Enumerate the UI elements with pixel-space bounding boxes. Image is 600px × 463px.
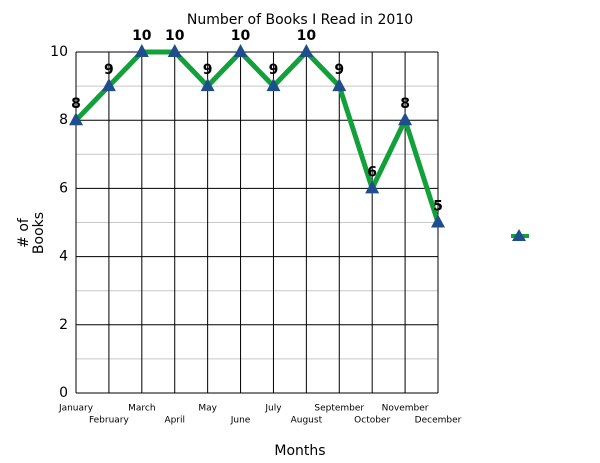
- data-label: 10: [231, 28, 251, 44]
- x-tick-label: April: [164, 416, 185, 426]
- data-label: 10: [132, 28, 152, 44]
- data-label: 10: [165, 28, 185, 44]
- marker: [134, 44, 149, 57]
- marker: [398, 112, 413, 126]
- y-tick-label: 2: [59, 317, 68, 333]
- x-tick-label: August: [291, 416, 323, 426]
- data-label: 9: [104, 62, 114, 78]
- marker: [167, 44, 182, 57]
- x-tick-label: June: [230, 416, 251, 426]
- y-tick-label: 10: [50, 44, 68, 60]
- x-tick-label: October: [354, 416, 390, 426]
- y-axis-label: # of Books: [16, 211, 47, 255]
- x-tick-label: July: [264, 404, 282, 414]
- chart-title: Number of Books I Read in 2010: [187, 12, 413, 28]
- x-tick-label: December: [415, 416, 462, 426]
- data-label: 9: [334, 62, 344, 78]
- y-tick-label: 0: [59, 385, 68, 401]
- marker: [266, 78, 281, 92]
- legend: [511, 229, 529, 241]
- x-tick-label: September: [314, 404, 364, 414]
- marker: [233, 44, 248, 57]
- marker: [69, 112, 83, 126]
- marker: [365, 180, 380, 194]
- marker: [431, 214, 445, 228]
- y-tick-label: 4: [59, 249, 68, 265]
- marker: [332, 78, 347, 92]
- y-tick-label: 6: [59, 180, 68, 196]
- data-label: 10: [297, 28, 317, 44]
- data-label: 5: [433, 199, 443, 215]
- data-label: 8: [400, 96, 410, 112]
- x-tick-label: November: [382, 404, 429, 414]
- marker: [200, 78, 215, 92]
- x-tick-label: January: [58, 404, 94, 414]
- legend-marker: [512, 229, 526, 241]
- y-tick-label: 8: [59, 112, 68, 128]
- x-tick-label: February: [89, 416, 130, 426]
- data-label: 9: [203, 62, 213, 78]
- data-label: 6: [367, 164, 377, 180]
- x-tick-label: May: [198, 404, 217, 414]
- x-tick-label: March: [128, 404, 155, 414]
- marker: [101, 78, 116, 92]
- line: [74, 48, 441, 224]
- data-label: 8: [71, 96, 81, 112]
- data-label: 9: [269, 62, 279, 78]
- marker: [299, 44, 314, 57]
- x-axis-label: Months: [274, 443, 325, 459]
